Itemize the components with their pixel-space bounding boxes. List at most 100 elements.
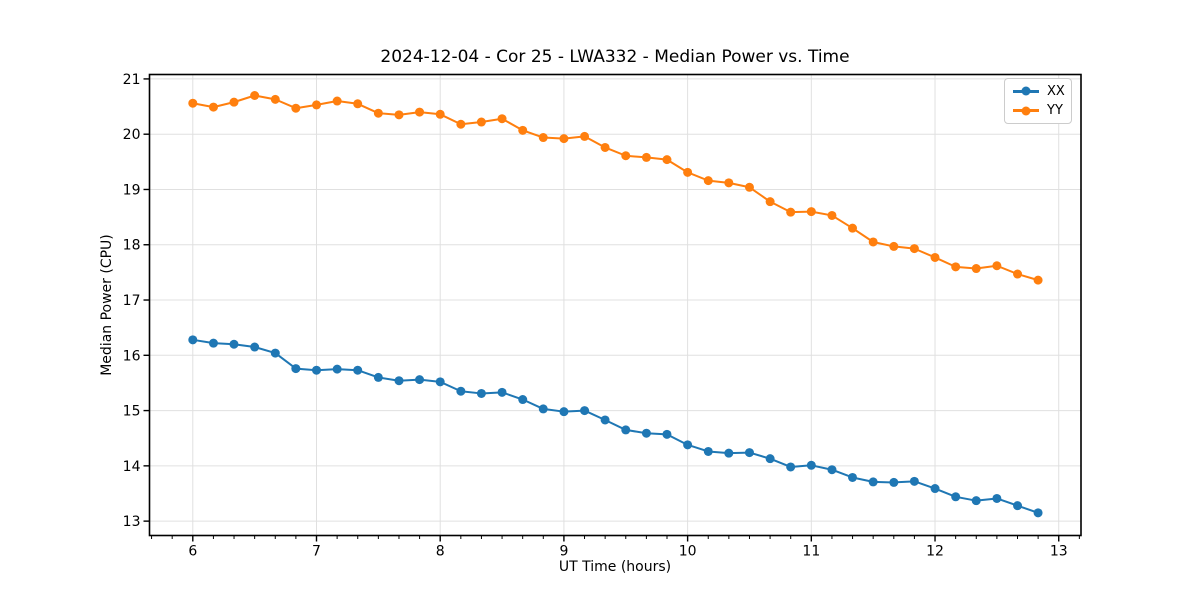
series-marker-yy	[270, 94, 280, 104]
series-marker-xx	[724, 448, 734, 458]
series-marker-yy	[312, 100, 322, 110]
series-line-xx	[192, 338, 1039, 514]
series-marker-xx	[312, 365, 322, 375]
series-marker-xx	[353, 365, 363, 375]
series-marker-yy	[848, 223, 858, 233]
series-marker-yy	[971, 264, 981, 274]
series-marker-xx	[992, 493, 1002, 503]
series-marker-yy	[786, 207, 796, 217]
y-tick-label: 21	[123, 72, 141, 88]
series-marker-xx	[250, 342, 260, 352]
series-marker-yy	[662, 155, 672, 165]
chart-title: 2024-12-04 - Cor 25 - LWA332 - Median Po…	[380, 47, 850, 67]
y-tick-label: 17	[123, 293, 141, 309]
series-marker-yy	[641, 152, 651, 162]
series-marker-yy	[621, 151, 631, 161]
series-marker-xx	[971, 496, 981, 506]
x-tick-label: 11	[802, 544, 820, 560]
series-marker-xx	[765, 454, 775, 464]
series-marker-xx	[1013, 501, 1023, 511]
series-marker-xx	[806, 460, 816, 470]
legend-label-yy: YY	[1047, 103, 1063, 119]
series-marker-yy	[208, 102, 218, 112]
series-marker-xx	[827, 465, 837, 475]
series-marker-xx	[394, 376, 404, 386]
series-marker-xx	[373, 372, 383, 382]
series-marker-yy	[250, 91, 260, 101]
series-marker-xx	[662, 429, 672, 439]
x-tick-label: 10	[679, 544, 697, 560]
series-marker-yy	[373, 108, 383, 118]
series-marker-yy	[518, 125, 528, 135]
y-tick-label: 18	[123, 238, 141, 254]
series-marker-xx	[683, 440, 693, 450]
x-tick-label: 8	[436, 544, 445, 560]
series-marker-yy	[538, 133, 548, 143]
x-axis-label: UT Time (hours)	[558, 559, 672, 575]
series-marker-yy	[1013, 269, 1023, 279]
series-marker-yy	[889, 241, 899, 251]
series-marker-xx	[621, 425, 631, 435]
series-marker-xx	[580, 406, 590, 416]
series-marker-yy	[291, 103, 301, 113]
series-marker-yy	[332, 96, 342, 106]
series-marker-yy	[559, 134, 569, 144]
series-marker-xx	[188, 335, 198, 345]
series-marker-xx	[703, 446, 713, 456]
series-marker-xx	[744, 448, 754, 458]
series-marker-xx	[476, 388, 486, 398]
y-tick-label: 16	[123, 348, 141, 364]
series-marker-yy	[930, 252, 940, 262]
series-marker-yy	[683, 167, 693, 177]
series-marker-yy	[600, 142, 610, 152]
series-marker-xx	[332, 364, 342, 374]
x-tick-label: 12	[926, 544, 944, 560]
legend-marker-icon	[1021, 106, 1031, 116]
series-marker-xx	[641, 428, 651, 438]
legend-entry-xx: XX	[1005, 82, 1071, 101]
series-marker-yy	[497, 114, 507, 124]
legend-line-sample-yy	[1013, 106, 1039, 116]
x-tick-label: 9	[559, 544, 568, 560]
series-marker-xx	[909, 476, 919, 486]
legend-marker-icon	[1021, 86, 1031, 96]
y-tick-label: 13	[123, 514, 141, 530]
series-marker-yy	[353, 99, 363, 109]
axes-spines	[148, 73, 1082, 537]
series-marker-yy	[951, 262, 961, 272]
series-marker-yy	[909, 244, 919, 254]
series-marker-xx	[889, 477, 899, 487]
series-marker-yy	[744, 182, 754, 192]
series-marker-yy	[1033, 275, 1043, 285]
series-marker-yy	[415, 107, 425, 117]
series-marker-xx	[600, 415, 610, 425]
y-tick-label: 20	[123, 127, 141, 143]
series-marker-xx	[415, 375, 425, 385]
series-marker-xx	[951, 492, 961, 502]
series-marker-xx	[270, 348, 280, 358]
series-marker-yy	[435, 109, 445, 119]
series-marker-yy	[827, 210, 837, 220]
series-marker-xx	[786, 462, 796, 472]
y-tick-label: 14	[123, 459, 141, 475]
series-marker-xx	[848, 472, 858, 482]
x-tick-label: 7	[312, 544, 321, 560]
series-marker-xx	[559, 407, 569, 417]
series-marker-yy	[765, 197, 775, 207]
series-marker-yy	[703, 176, 713, 186]
series-marker-xx	[518, 395, 528, 405]
series-marker-xx	[291, 364, 301, 374]
series-marker-xx	[868, 477, 878, 487]
series-marker-yy	[456, 119, 466, 129]
series-marker-xx	[435, 377, 445, 387]
y-tick-label: 19	[123, 182, 141, 198]
series-marker-yy	[188, 98, 198, 108]
series-marker-xx	[456, 386, 466, 396]
series-marker-xx	[1033, 508, 1043, 518]
legend-label-xx: XX	[1047, 83, 1065, 99]
series-marker-yy	[724, 178, 734, 188]
series-marker-xx	[208, 338, 218, 348]
series-marker-xx	[538, 404, 548, 414]
